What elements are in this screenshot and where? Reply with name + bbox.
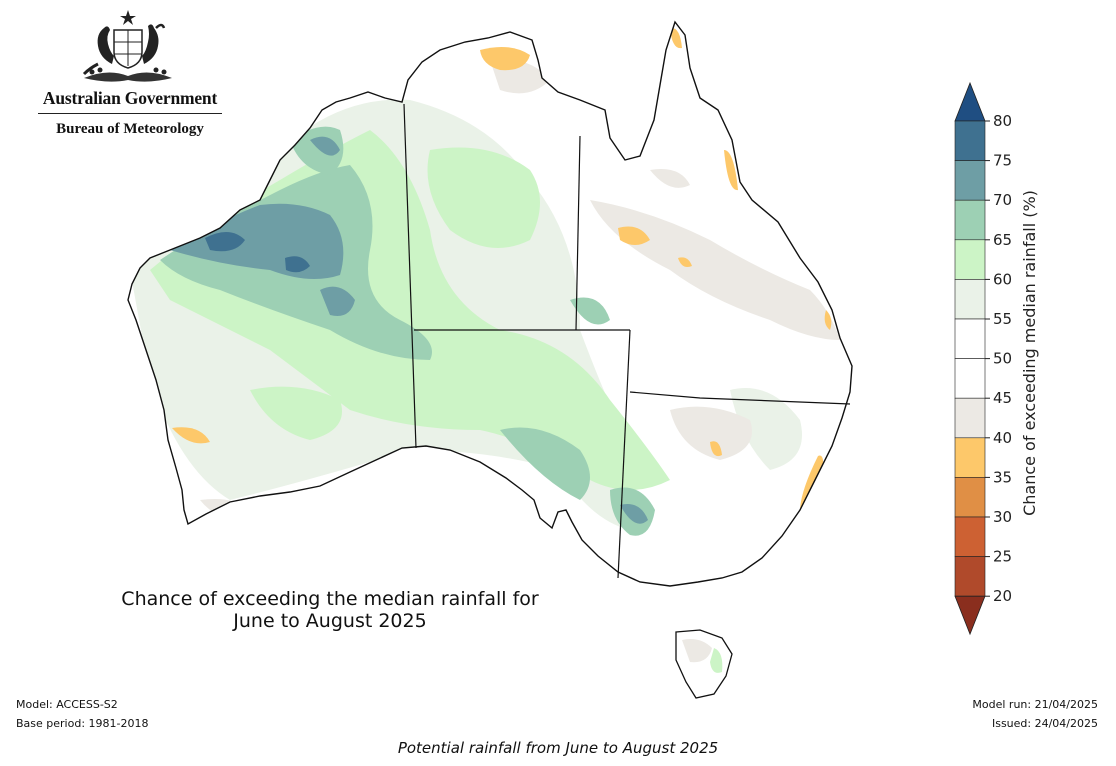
colorbar-extend-low	[954, 595, 986, 636]
bom-logo: Australian Government Bureau of Meteorol…	[34, 8, 226, 138]
colorbar-tick-label: 65	[993, 231, 1012, 249]
colorbar-label: Chance of exceeding median rainfall (%)	[1020, 190, 1039, 516]
colorbar-band	[954, 556, 986, 597]
colorbar-band	[954, 477, 986, 518]
model-run-date: Model run: 21/04/2025	[972, 698, 1098, 711]
run-info: Model run: 21/04/2025 Issued: 24/04/2025	[972, 695, 1098, 733]
map-title: Chance of exceeding the median rainfall …	[70, 588, 590, 632]
colorbar-tick-label: 60	[993, 270, 1012, 288]
colorbar-tick-label: 75	[993, 152, 1012, 170]
colorbar-tick-label: 45	[993, 389, 1012, 407]
colorbar-band	[954, 199, 986, 241]
model-info: Model: ACCESS-S2 Base period: 1981-2018	[16, 695, 148, 733]
logo-divider	[38, 113, 222, 114]
colorbar-band	[954, 318, 986, 359]
map-title-line1: Chance of exceeding the median rainfall …	[121, 588, 539, 610]
colorbar-band	[954, 437, 986, 478]
map-title-line2: June to August 2025	[233, 610, 427, 632]
colorbar-tick-label: 25	[993, 548, 1012, 566]
australia-coastline	[127, 20, 853, 587]
colorbar-tick-label: 40	[993, 429, 1012, 447]
colorbar-tick-label: 70	[993, 191, 1012, 209]
colorbar-band	[954, 516, 986, 557]
colorbar-legend: 80 75 70 65 60 55 50 45 40 35 30 25 20 Chance of exc…	[954, 81, 1039, 636]
colorbar-tick-label: 30	[993, 508, 1012, 526]
australia-rainfall-map	[127, 20, 853, 699]
coat-of-arms-icon	[82, 10, 172, 82]
colorbar-tick-label: 20	[993, 587, 1012, 605]
colorbar-tick-label: 80	[993, 112, 1012, 130]
colorbar-tick-label: 55	[993, 310, 1012, 328]
base-period: Base period: 1981-2018	[16, 717, 149, 730]
model-name: Model: ACCESS-S2	[16, 698, 118, 711]
figure-caption: Potential rainfall from June to August 2…	[397, 739, 719, 757]
colorbar-band	[954, 239, 986, 280]
colorbar-band	[954, 120, 986, 161]
colorbar-band	[954, 397, 986, 439]
state-borders	[403, 103, 851, 579]
colorbar-extend-high	[954, 81, 986, 122]
colorbar-band	[954, 279, 986, 320]
bureau-name: Bureau of Meteorology	[56, 121, 204, 137]
issued-date: Issued: 24/04/2025	[991, 717, 1098, 730]
colorbar-band	[954, 358, 986, 399]
government-name: Australian Government	[42, 88, 218, 108]
colorbar-band	[954, 160, 986, 201]
colorbar-tick-label: 50	[993, 350, 1012, 368]
colorbar-tick-label: 35	[993, 468, 1012, 486]
